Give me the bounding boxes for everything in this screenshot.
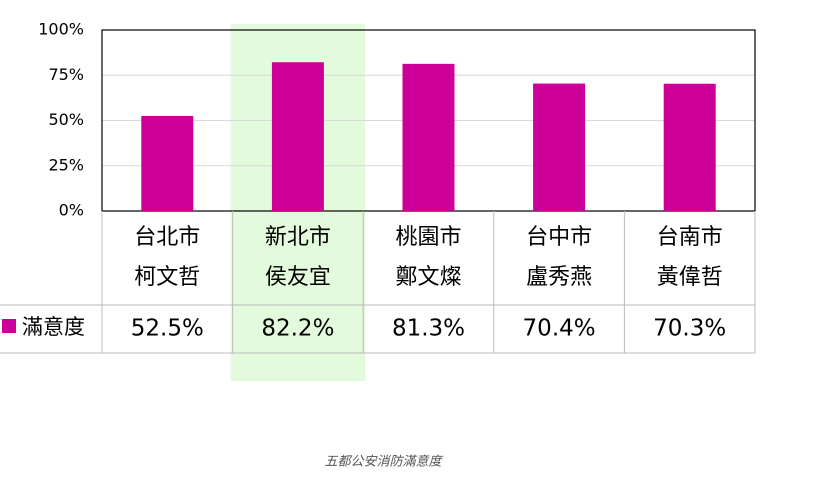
x-tick-label: 黃偉哲: [657, 265, 723, 290]
x-tick-label: 台南市: [657, 225, 723, 250]
x-tick-label: 台北市: [134, 225, 200, 250]
x-tick-label: 盧秀燕: [526, 265, 592, 290]
value-label: 81.3%: [392, 316, 465, 342]
value-label: 70.3%: [653, 316, 726, 342]
bar: [402, 63, 455, 211]
bar: [271, 62, 324, 211]
y-tick-label: 75%: [48, 65, 84, 84]
bar: [533, 83, 586, 211]
x-tick-label: 鄭文燦: [395, 265, 461, 290]
y-tick-label: 50%: [48, 110, 84, 129]
bar: [141, 115, 194, 211]
value-label: 70.4%: [523, 316, 596, 342]
value-label: 82.2%: [261, 316, 334, 342]
x-tick-label: 台中市: [526, 225, 592, 250]
chart-caption: 五都公安消防滿意度: [324, 454, 443, 470]
legend-swatch: [2, 319, 16, 333]
x-tick-label: 侯友宜: [265, 265, 331, 290]
x-tick-label: 桃園市: [395, 225, 461, 250]
bar: [663, 83, 716, 211]
y-tick-label: 25%: [48, 155, 84, 174]
value-label: 52.5%: [131, 316, 204, 342]
x-tick-label: 新北市: [265, 225, 331, 250]
y-tick-label: 0%: [59, 201, 84, 220]
y-tick-label: 100%: [38, 20, 84, 39]
x-tick-label: 柯文哲: [134, 265, 200, 290]
legend-label: 滿意度: [22, 315, 85, 339]
